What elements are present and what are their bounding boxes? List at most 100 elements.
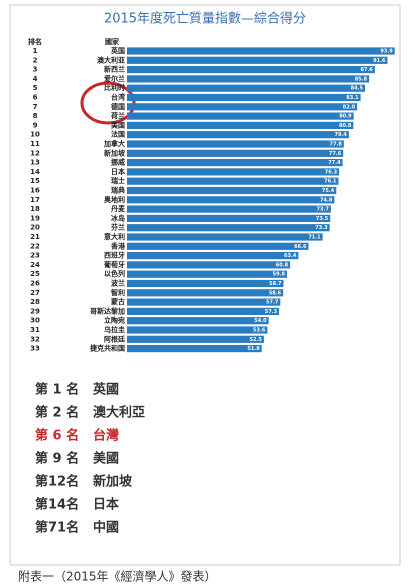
rank-label: 18 bbox=[30, 205, 40, 213]
rank-label: 13 bbox=[30, 159, 40, 167]
rank-label: 4 bbox=[33, 75, 38, 83]
rank-label: 2 bbox=[33, 56, 38, 64]
bar bbox=[127, 56, 388, 64]
rank-label: 28 bbox=[30, 298, 40, 306]
rank-label: 23 bbox=[30, 252, 40, 260]
value-label: 57.3 bbox=[265, 309, 278, 315]
bar bbox=[127, 75, 370, 83]
value-label: 66.6 bbox=[294, 244, 307, 250]
country-label: 日本 bbox=[111, 167, 125, 176]
value-label: 76.3 bbox=[325, 169, 338, 175]
rank-label: 29 bbox=[30, 307, 40, 315]
rank-label: 7 bbox=[33, 103, 38, 111]
country-label: 意大利 bbox=[104, 232, 125, 241]
value-label: 75.4 bbox=[322, 188, 335, 194]
value-label: 60.8 bbox=[276, 262, 289, 268]
list-rank: 第12名 bbox=[35, 474, 79, 490]
value-label: 80.8 bbox=[339, 123, 352, 129]
rank-label: 6 bbox=[33, 94, 38, 102]
rank-label: 21 bbox=[30, 233, 40, 241]
bar bbox=[127, 214, 331, 222]
value-label: 73.7 bbox=[317, 207, 330, 213]
list-rank: 第 2 名 bbox=[35, 405, 79, 421]
rank-label: 30 bbox=[30, 317, 40, 325]
country-label: 法国 bbox=[111, 130, 125, 139]
bar bbox=[127, 159, 343, 167]
value-label: 74.8 bbox=[320, 197, 333, 203]
list-rank: 第71名 bbox=[35, 520, 79, 536]
country-label: 丹麦 bbox=[110, 204, 126, 213]
bar bbox=[127, 121, 354, 129]
bar bbox=[127, 298, 281, 306]
rank-label: 26 bbox=[30, 280, 40, 288]
country-label: 芬兰 bbox=[110, 223, 125, 232]
value-label: 85.8 bbox=[355, 76, 368, 82]
value-label: 77.4 bbox=[328, 160, 341, 166]
country-label: 新加坡 bbox=[104, 148, 126, 157]
bar bbox=[127, 317, 269, 325]
list-country: 新加坡 bbox=[93, 474, 133, 490]
country-label: 英国 bbox=[110, 46, 125, 55]
caption: 附表一（2015年《經濟學人》發表） bbox=[18, 569, 217, 584]
rank-label: 15 bbox=[30, 177, 40, 185]
list-country: 澳大利亞 bbox=[93, 405, 145, 421]
list-country: 日本 bbox=[93, 497, 119, 513]
value-label: 93.9 bbox=[380, 49, 393, 55]
list-country: 英國 bbox=[92, 382, 119, 398]
bar bbox=[127, 93, 361, 102]
rank-label: 11 bbox=[30, 140, 40, 148]
country-label: 比利时 bbox=[104, 83, 125, 92]
value-label: 59.8 bbox=[273, 272, 286, 278]
bar bbox=[127, 140, 344, 148]
country-label: 哥斯达黎加 bbox=[90, 306, 125, 315]
bar bbox=[127, 335, 264, 343]
country-label: 蒙古 bbox=[111, 297, 125, 306]
bar bbox=[127, 177, 339, 185]
rank-header: 排名 bbox=[28, 37, 42, 46]
bar bbox=[127, 205, 331, 213]
bar bbox=[127, 224, 330, 232]
country-header: 國家 bbox=[105, 37, 120, 46]
country-label: 美国 bbox=[111, 120, 125, 129]
value-label: 71.1 bbox=[308, 235, 321, 241]
rank-label: 5 bbox=[33, 84, 38, 92]
bar bbox=[127, 103, 358, 111]
bar bbox=[127, 186, 337, 195]
country-label: 智利 bbox=[111, 288, 125, 297]
bar bbox=[127, 261, 291, 269]
list-rank: 第 1 名 bbox=[35, 382, 79, 398]
value-label: 73.3 bbox=[315, 225, 328, 231]
country-label: 立陶宛 bbox=[104, 316, 125, 325]
country-label: 爱尔兰 bbox=[104, 74, 125, 83]
bar bbox=[127, 307, 280, 315]
rank-label: 19 bbox=[30, 214, 40, 222]
country-label: 波兰 bbox=[111, 279, 125, 288]
value-label: 63.4 bbox=[284, 253, 297, 259]
value-label: 79.4 bbox=[335, 132, 348, 138]
country-label: 台湾 bbox=[111, 93, 125, 102]
list-country: 美國 bbox=[93, 451, 119, 467]
bar bbox=[127, 196, 335, 204]
rank-label: 9 bbox=[33, 121, 38, 129]
country-label: 乌拉圭 bbox=[104, 325, 125, 334]
highlight-circle bbox=[80, 81, 136, 125]
rank-label: 17 bbox=[30, 196, 40, 204]
bar bbox=[127, 233, 323, 241]
value-label: 52.5 bbox=[250, 337, 263, 343]
country-label: 新西兰 bbox=[104, 65, 125, 74]
rank-label: 33 bbox=[30, 345, 40, 353]
bar bbox=[127, 270, 287, 278]
value-label: 58.7 bbox=[269, 281, 282, 287]
value-label: 82.0 bbox=[343, 104, 356, 110]
value-label: 51.8 bbox=[247, 346, 260, 352]
rank-label: 8 bbox=[33, 112, 38, 120]
bar bbox=[127, 168, 340, 176]
rank-label: 1 bbox=[33, 47, 38, 55]
value-label: 58.6 bbox=[269, 290, 282, 296]
country-label: 瑞士 bbox=[111, 176, 125, 185]
rank-label: 24 bbox=[30, 261, 40, 269]
list-rank: 第 6 名 bbox=[35, 428, 79, 444]
country-label: 加拿大 bbox=[103, 139, 125, 148]
value-label: 77.6 bbox=[329, 151, 342, 157]
